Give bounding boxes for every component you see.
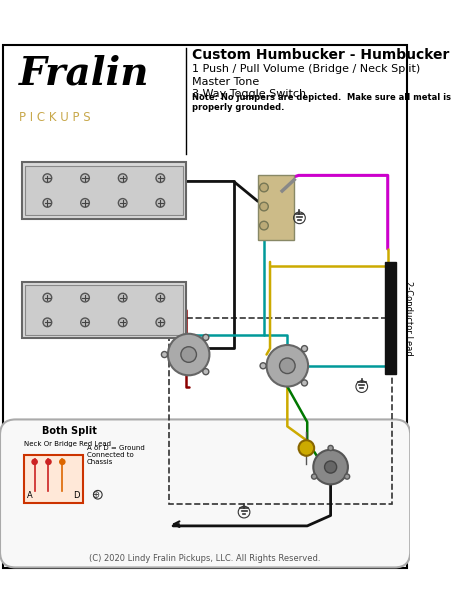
Circle shape [325,461,337,473]
Circle shape [311,474,317,479]
Text: Master Tone: Master Tone [192,77,259,86]
Bar [25,285,182,335]
Circle shape [328,446,333,451]
Circle shape [203,368,209,375]
Bar [24,455,83,503]
Circle shape [301,380,308,386]
Circle shape [81,293,90,302]
Circle shape [81,174,90,183]
Circle shape [181,347,196,362]
Circle shape [168,333,210,375]
Circle shape [345,474,350,479]
Circle shape [156,293,164,302]
Circle shape [280,358,295,373]
Circle shape [118,174,127,183]
Text: Note: No jumpers are depicted.  Make sure all metal is
properly grounded.: Note: No jumpers are depicted. Make sure… [192,93,451,112]
Text: P I C K U P S: P I C K U P S [19,111,91,124]
Circle shape [118,318,127,327]
Circle shape [32,459,37,465]
Circle shape [203,334,209,340]
Text: 3-Way Toggle Switch: 3-Way Toggle Switch [192,89,306,99]
Circle shape [266,345,308,387]
Bar [22,162,186,219]
Circle shape [260,363,266,369]
Circle shape [299,440,314,456]
Text: Neck Or Bridge Red Lead: Neck Or Bridge Red Lead [24,441,111,447]
Circle shape [156,174,164,183]
Bar [25,166,182,215]
Text: Custom Humbucker - Humbucker: Custom Humbucker - Humbucker [192,48,449,61]
Circle shape [43,174,52,183]
Circle shape [313,450,348,484]
Circle shape [260,221,268,230]
Circle shape [260,183,268,192]
Text: A or D = Ground
Connected to
Chassis: A or D = Ground Connected to Chassis [87,444,144,465]
Circle shape [156,199,164,207]
Text: D: D [73,491,79,500]
Bar [169,318,392,504]
Circle shape [81,199,90,207]
FancyBboxPatch shape [0,419,410,568]
Bar [258,175,294,240]
Text: Both Split: Both Split [42,426,96,436]
Circle shape [301,346,308,352]
Circle shape [43,318,52,327]
Text: Fralin: Fralin [19,55,149,93]
Circle shape [118,293,127,302]
Circle shape [43,293,52,302]
Text: (C) 2020 Lindy Fralin Pickups, LLC. All Rights Reserved.: (C) 2020 Lindy Fralin Pickups, LLC. All … [90,554,321,563]
Text: ⊕: ⊕ [91,490,99,500]
Bar [385,262,395,375]
Text: 1 Push / Pull Volume (Bridge / Neck Split): 1 Push / Pull Volume (Bridge / Neck Spli… [192,64,420,74]
Circle shape [81,318,90,327]
Text: A: A [27,491,33,500]
Circle shape [46,459,51,465]
Circle shape [118,199,127,207]
Circle shape [260,202,268,211]
Text: 2-Conductor Lead: 2-Conductor Lead [404,281,413,356]
Circle shape [43,199,52,207]
Bar [22,282,186,338]
Circle shape [60,459,65,465]
Circle shape [162,351,167,357]
Circle shape [156,318,164,327]
